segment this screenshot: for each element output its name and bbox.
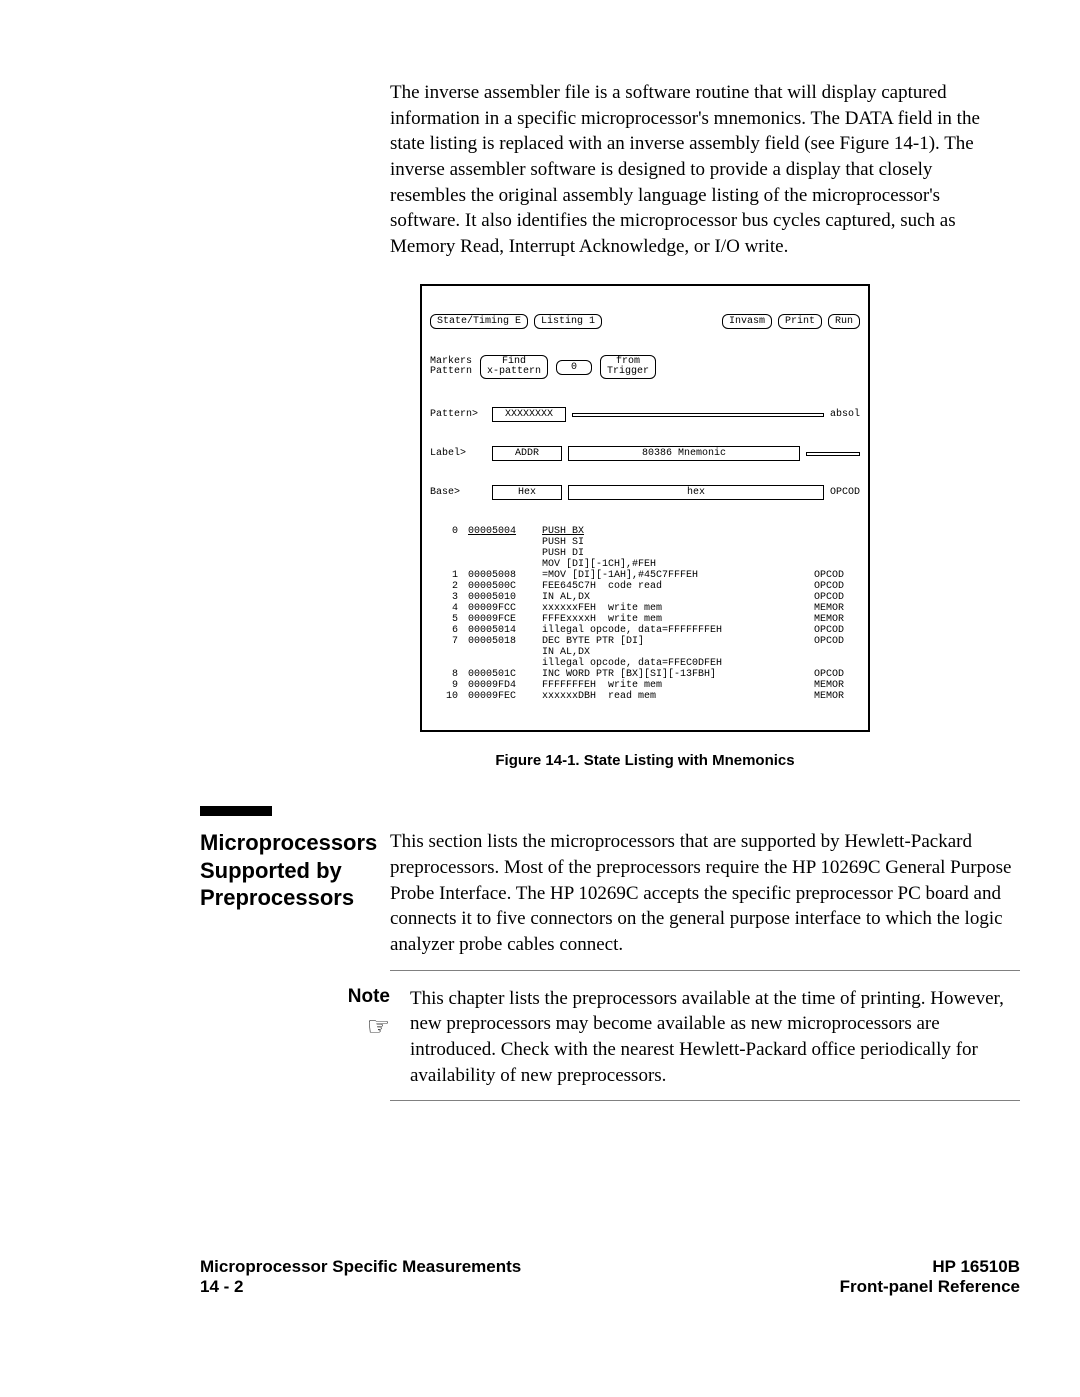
listing-row: 1000009FECxxxxxxDBH read memMEMOR [430,691,860,702]
pattern-count: 0 [556,360,592,375]
label-label: Label> [430,448,486,459]
base-label: Base> [430,487,486,498]
footer-left-title: Microprocessor Specific Measurements [200,1257,521,1277]
absol-label: absol [830,409,860,420]
section-microprocessors: Microprocessors Supported by Preprocesso… [200,829,1020,957]
intro-paragraph: The inverse assembler file is a software… [390,80,1010,259]
figure-caption: Figure 14-1. State Listing with Mnemonic… [420,752,870,769]
section-title: Microprocessors Supported by Preprocesso… [200,829,390,912]
listing-row: PUSH DI [430,548,860,559]
divider-bottom [390,1100,1020,1101]
listing-row: illegal opcode, data=FFEC0DFEH [430,658,860,669]
hex2-header: hex [568,485,824,500]
page: The inverse assembler file is a software… [0,0,1080,1397]
pointing-hand-icon: ☞ [367,1012,390,1042]
state-timing-button: State/Timing E [430,314,528,329]
listing-row: PUSH SI [430,537,860,548]
state-listing-screenshot: State/Timing E Listing 1 Invasm Print Ru… [420,284,870,732]
listing-row: 700005018DEC BYTE PTR [DI]OPCOD [430,636,860,647]
page-footer: Microprocessor Specific Measurements 14 … [200,1257,1020,1297]
listing-row: MOV [DI][-1CH],#FEH [430,559,860,570]
divider-top [390,970,1020,971]
pattern-value: XXXXXXXX [492,407,566,422]
footer-doc-title: Front-panel Reference [840,1277,1020,1297]
from-trigger-button: fromTrigger [600,355,656,379]
hex-header: Hex [492,485,562,500]
listing-row: 80000501CINC WORD PTR [BX][SI][-13FBH]OP… [430,669,860,680]
note-body: This chapter lists the preprocessors ava… [410,986,1020,1089]
listing-row: 600005014illegal opcode, data=FFFFFFFEHO… [430,625,860,636]
footer-page-number: 14 - 2 [200,1277,521,1297]
run-button: Run [828,314,860,329]
note-label: Note [200,986,390,1008]
opcod-header: OPCOD [830,487,860,498]
section-body: This section lists the microprocessors t… [390,829,1020,957]
figure-container: State/Timing E Listing 1 Invasm Print Ru… [420,284,870,769]
note-block: Note ☞ This chapter lists the preprocess… [200,986,1020,1089]
listing-row: 000005004PUSH BX [430,526,860,537]
listing-row: 300005010IN AL,DXOPCOD [430,592,860,603]
listing-button: Listing 1 [534,314,602,329]
pattern-label: Pattern> [430,409,486,420]
footer-product: HP 16510B [840,1257,1020,1277]
listing-row: 20000500CFEE645C7H code readOPCOD [430,581,860,592]
addr-header: ADDR [492,446,562,461]
invasm-button: Invasm [722,314,772,329]
section-accent-bar [200,806,272,816]
markers-label: MarkersPattern [430,357,472,377]
find-xpattern-button: Findx-pattern [480,355,548,379]
mnemonic-header: 80386 Mnemonic [568,446,800,461]
listing-row: 900009FD4FFFFFFFEH write memMEMOR [430,680,860,691]
print-button: Print [778,314,822,329]
listing-row: IN AL,DX [430,647,860,658]
listing-row: 100005008=MOV [DI][-1AH],#45C7FFFEHOPCOD [430,570,860,581]
listing-rows: 000005004PUSH BXPUSH SIPUSH DIMOV [DI][-… [430,526,860,702]
listing-row: 400009FCCxxxxxxFEH write memMEMOR [430,603,860,614]
listing-row: 500009FCEFFFExxxxH write memMEMOR [430,614,860,625]
